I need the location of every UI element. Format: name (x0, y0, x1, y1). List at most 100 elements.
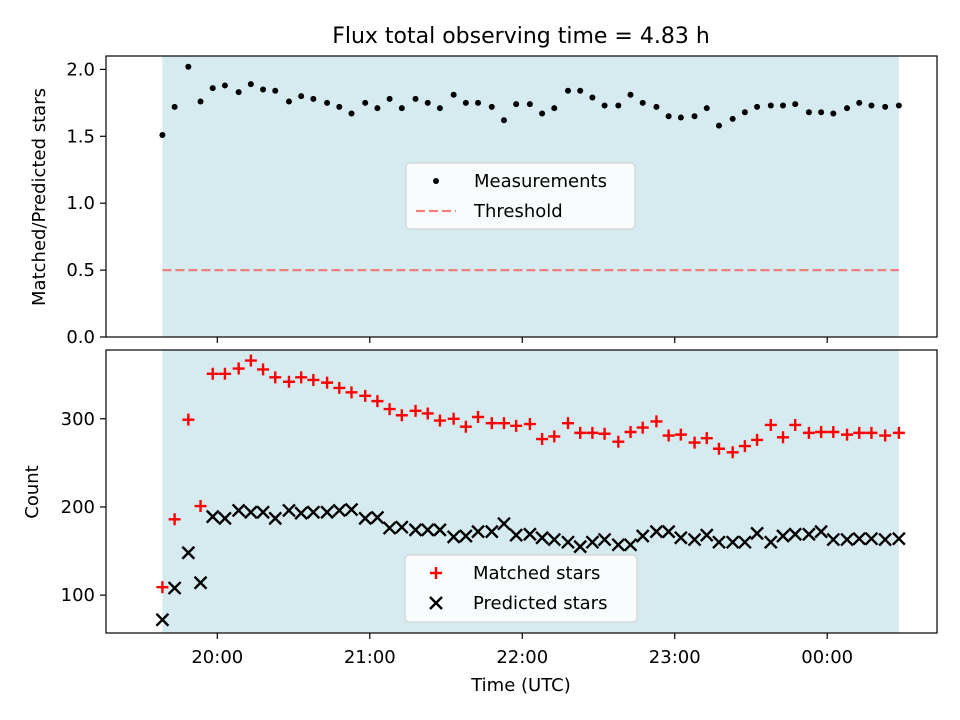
measurement-point (844, 105, 851, 112)
predicted-stars-legend-label: Predicted stars (473, 593, 607, 614)
top-legend: Measurements Threshold (405, 162, 636, 230)
matched-star-marker (738, 440, 751, 453)
top-x-axis-ticks (216, 337, 828, 343)
predicted-stars-series (155, 502, 906, 627)
bottom-axes-frame (105, 349, 938, 634)
predicted-star-marker (306, 505, 321, 520)
matched-star-marker (892, 426, 905, 439)
measurement-point (488, 103, 495, 110)
x-axis-label: Time (UTC) (470, 675, 571, 696)
predicted-star-marker (231, 503, 246, 518)
matched-stars-legend-label: Matched stars (473, 563, 600, 584)
predicted-star-marker (294, 506, 309, 520)
measurement-point (272, 87, 279, 94)
measurement-point (577, 87, 584, 94)
bottom-x-axis-ticks: 20:00 21:00 22:00 23:00 00:00 (191, 633, 853, 668)
matched-star-marker (688, 436, 701, 449)
matched-star-marker (523, 418, 536, 431)
x-tick-label: 00:00 (801, 647, 853, 668)
measurement-point (715, 122, 722, 129)
predicted-star-marker (535, 530, 549, 545)
predicted-star-marker (738, 535, 752, 550)
bottom-y-tick-label: 100 (61, 585, 95, 606)
predicted-star-marker (635, 529, 650, 543)
predicted-star-marker (699, 528, 714, 542)
predicted-star-marker (218, 511, 232, 526)
matched-star-marker (802, 426, 815, 439)
top-y-tick-label: 2.0 (66, 59, 95, 80)
matched-star-marker (586, 426, 599, 439)
matched-star-marker (789, 418, 802, 431)
matched-star-marker (232, 362, 245, 375)
measurement-point (324, 99, 331, 106)
predicted-star-marker (585, 535, 600, 550)
measurement-point (159, 131, 166, 138)
measurement-point (260, 86, 267, 93)
matched-star-marker (244, 354, 257, 367)
matched-star-marker (612, 435, 625, 448)
matched-star-marker (395, 409, 408, 422)
measurement-point (171, 103, 178, 110)
matched-star-marker (510, 419, 523, 432)
matched-star-marker (433, 414, 446, 427)
measurements-legend-label: Measurements (474, 171, 607, 192)
predicted-star-marker (394, 520, 409, 535)
predicted-star-marker (471, 524, 485, 539)
predicted-star-marker (282, 503, 296, 518)
predicted-star-marker (446, 530, 461, 544)
predicted-star-marker (725, 535, 740, 550)
measurement-point (868, 102, 875, 109)
matched-star-marker (383, 403, 396, 416)
measurements-legend-marker (433, 178, 439, 184)
bottom-legend-box (404, 554, 638, 623)
measurement-point (729, 115, 736, 122)
matched-star-marker (815, 425, 828, 438)
top-y-tick-label: 0.5 (66, 260, 95, 281)
predicted-star-marker (181, 545, 196, 560)
bottom-y-tick-label: 300 (61, 409, 95, 430)
matched-star-marker (764, 418, 777, 431)
predicted-star-marker (840, 532, 854, 547)
measurement-point (792, 101, 799, 108)
predicted-star-marker (611, 537, 626, 552)
predicted-stars-legend-marker (429, 596, 443, 610)
measurement-point (450, 91, 457, 98)
x-tick-label: 20:00 (191, 647, 243, 668)
predicted-star-marker (826, 532, 841, 547)
matched-star-marker (156, 581, 169, 594)
predicted-star-marker (750, 526, 764, 541)
measurement-point (601, 102, 608, 109)
top-y-axis-ticks: 0.0 0.5 1.0 1.5 2.0 (66, 59, 106, 348)
matched-star-marker (865, 426, 878, 439)
measurement-point (348, 110, 355, 117)
matched-star-marker (700, 432, 713, 445)
measurement-point (754, 103, 761, 110)
chart-title: Flux total observing time = 4.83 h (332, 24, 710, 49)
matched-star-marker (485, 417, 498, 430)
bottom-y-tick-label: 200 (61, 497, 95, 518)
measurement-point (539, 110, 546, 117)
matched-star-marker (751, 433, 764, 446)
matched-star-marker (548, 430, 561, 443)
predicted-star-marker (776, 529, 790, 543)
x-tick-label: 22:00 (496, 647, 548, 668)
measurement-point (589, 94, 596, 101)
matched-star-marker (636, 421, 649, 434)
matched-star-marker (879, 429, 892, 442)
predicted-star-marker (802, 527, 816, 542)
matched-star-marker (447, 412, 460, 425)
predicted-star-marker (320, 505, 334, 520)
measurement-point (436, 105, 443, 112)
bottom-y-axis-ticks: 100 200 300 (61, 409, 106, 606)
matched-star-marker (472, 411, 485, 424)
predicted-star-marker (712, 535, 726, 550)
matched-star-marker (853, 426, 866, 439)
predicted-star-marker (155, 612, 170, 627)
matched-star-marker (182, 413, 195, 426)
measurement-point (665, 113, 672, 120)
matched-stars-legend-marker (430, 567, 442, 579)
measurement-point (412, 95, 419, 102)
matched-star-marker (371, 395, 384, 408)
matched-star-marker (282, 375, 295, 388)
predicted-star-marker (509, 528, 524, 542)
